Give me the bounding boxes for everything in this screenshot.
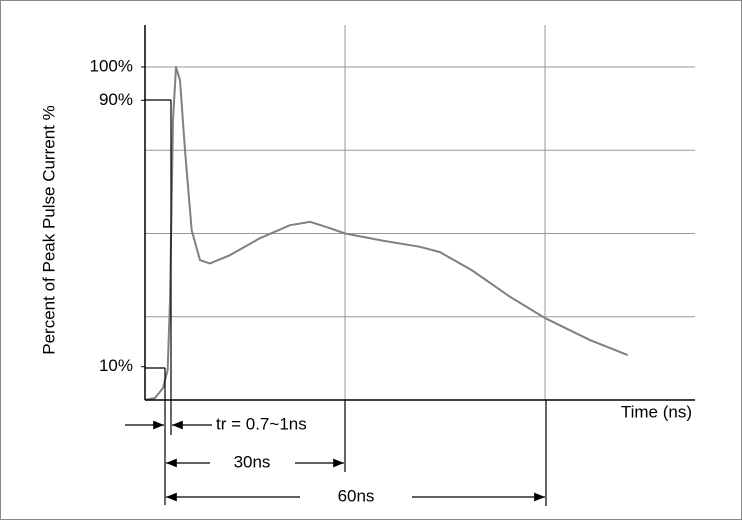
dimension-lines (125, 99, 547, 506)
y-tick-label: 10% (99, 356, 133, 375)
rise-time-label: tr = 0.7~1ns (216, 414, 307, 433)
x-axis-title: Time (ns) (621, 402, 692, 421)
grid (145, 25, 695, 400)
y-tick-label: 100% (90, 56, 133, 75)
duration-60-label: 60ns (338, 486, 375, 505)
y-tick-label: 90% (99, 90, 133, 109)
duration-30-label: 30ns (234, 452, 271, 471)
y-axis-title: Percent of Peak Pulse Current % (39, 105, 58, 354)
